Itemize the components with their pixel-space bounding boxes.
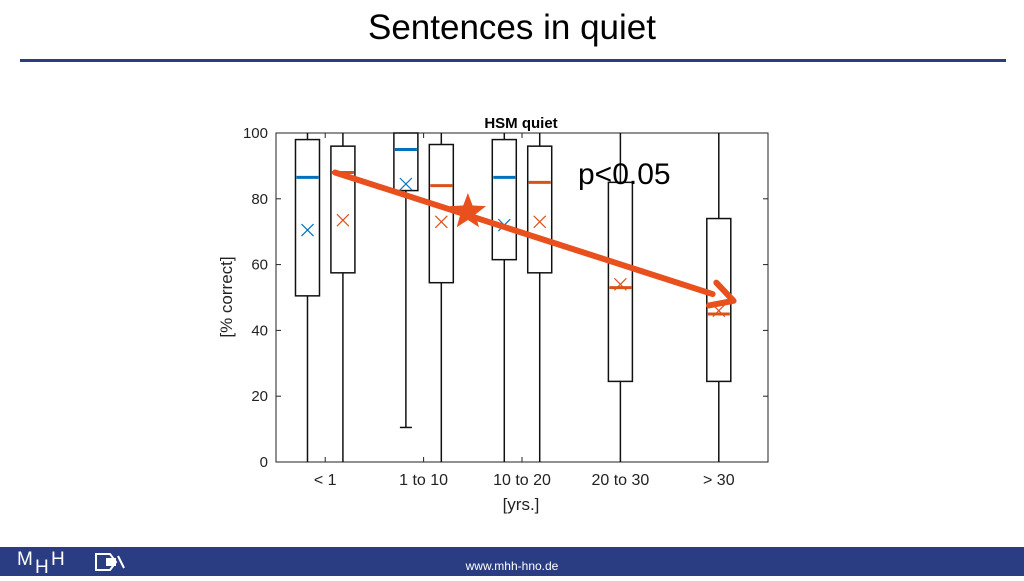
mean-marker <box>336 213 350 227</box>
y-tick-label: 80 <box>251 191 268 208</box>
box-1-to-10-s2 <box>428 133 455 462</box>
box-body <box>526 145 553 274</box>
y-tick-label: 40 <box>251 322 268 339</box>
mean-marker <box>399 177 413 191</box>
box-body <box>491 138 518 261</box>
hno-logo <box>92 550 128 574</box>
svg-text:H: H <box>35 557 50 575</box>
title-divider <box>20 59 1006 62</box>
box-body <box>393 132 419 192</box>
p-value-label: p<0.05 <box>578 158 671 191</box>
svg-text:H: H <box>51 549 66 570</box>
footer-bar: M H H www.mhh-hno.de <box>0 547 1024 578</box>
box-body <box>428 143 455 284</box>
slide-title: Sentences in quiet <box>368 8 656 47</box>
mhh-logo-mark: M H H <box>17 549 66 578</box>
boxes <box>294 132 732 462</box>
significance-star-icon <box>449 193 486 228</box>
mean-marker <box>533 215 547 229</box>
footer-url: www.mhh-hno.de <box>465 559 559 573</box>
box--1-s1 <box>294 133 321 462</box>
annotations <box>332 169 737 309</box>
svg-text:M: M <box>17 549 34 570</box>
mean-marker <box>712 304 726 318</box>
x-tick-label: < 1 <box>314 472 337 489</box>
chart-title: HSM quiet <box>484 115 557 132</box>
mhh-logo: M H H <box>17 547 77 581</box>
x-tick-label: 10 to 20 <box>493 472 551 489</box>
box--1-s2 <box>330 133 356 462</box>
boxplot-chart: 0 20 40 60 80 100 < 1 1 to 10 10 to 20 20 to 30 > … <box>217 115 769 514</box>
y-axis-label: [% correct] <box>217 256 236 337</box>
mean-marker <box>613 277 627 291</box>
box-body <box>607 181 634 383</box>
box-10-to-20-s1 <box>491 133 518 462</box>
axes: 0 20 40 60 80 100 < 1 1 to 10 10 to 20 20 to 30 > … <box>243 125 769 489</box>
box-10-to-20-s2 <box>526 133 553 462</box>
trend-arrow-head <box>705 279 737 309</box>
box-20-to-30-s2 <box>607 133 634 462</box>
mean-marker <box>434 215 448 229</box>
x-tick-label: > 30 <box>703 472 735 489</box>
box-1-to-10-s1 <box>393 132 419 429</box>
trend-arrow-line <box>332 169 716 298</box>
x-tick-label: 20 to 30 <box>591 472 649 489</box>
y-tick-label: 60 <box>251 257 268 274</box>
mean-marker <box>301 223 314 237</box>
y-tick-label: 100 <box>243 125 268 142</box>
box-body <box>330 145 356 274</box>
y-tick-label: 0 <box>260 454 268 471</box>
y-tick-label: 20 <box>251 388 268 405</box>
box-body <box>294 138 321 297</box>
x-axis-label: [yrs.] <box>503 495 540 514</box>
x-tick-label: 1 to 10 <box>399 472 448 489</box>
